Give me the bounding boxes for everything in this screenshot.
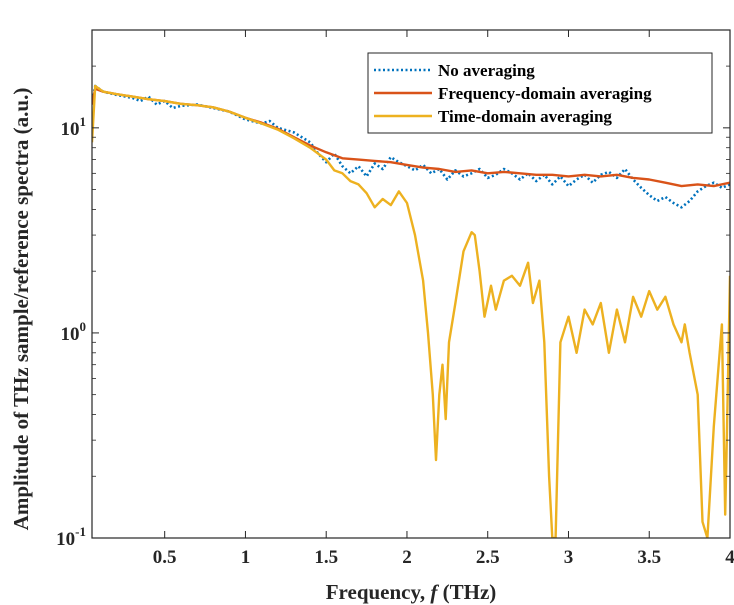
x-axis-title-variable: f [430,580,439,604]
legend-label-3: Time-domain averaging [438,107,612,126]
series-layer [92,84,730,538]
x-tick-label: 0.5 [153,547,177,568]
legend-label-2: Frequency-domain averaging [438,84,652,103]
ticks-layer: 0.5 1 1.5 2 2.5 3 3.5 4 10-1 100 101 [56,29,734,568]
x-tick-label: 2.5 [476,547,500,568]
y-tick-label: 100 [61,319,87,345]
x-axis-title-prefix: Frequency, [326,580,431,604]
legend-label-1: No averaging [438,61,535,80]
x-tick-label: 1.5 [314,547,338,568]
y-tick-label: 10-1 [56,524,86,550]
x-axis-title-unit: (THz) [437,580,496,604]
y-axis-title: Amplitude of THz sample/reference spectr… [9,88,33,531]
x-tick-label: 3.5 [637,547,661,568]
x-axis-title: Frequency, f (THz) [326,580,497,604]
axes-box [91,29,731,539]
y-tick-label: 101 [61,114,87,140]
series-line-3 [92,84,730,538]
x-tick-label: 4 [725,547,734,568]
legend: No averaging Frequency-domain averaging Ti… [367,52,713,134]
x-tick-label: 2 [402,547,412,568]
axes-layer [91,29,731,539]
x-tick-label: 1 [241,547,251,568]
x-tick-label: 3 [564,547,574,568]
